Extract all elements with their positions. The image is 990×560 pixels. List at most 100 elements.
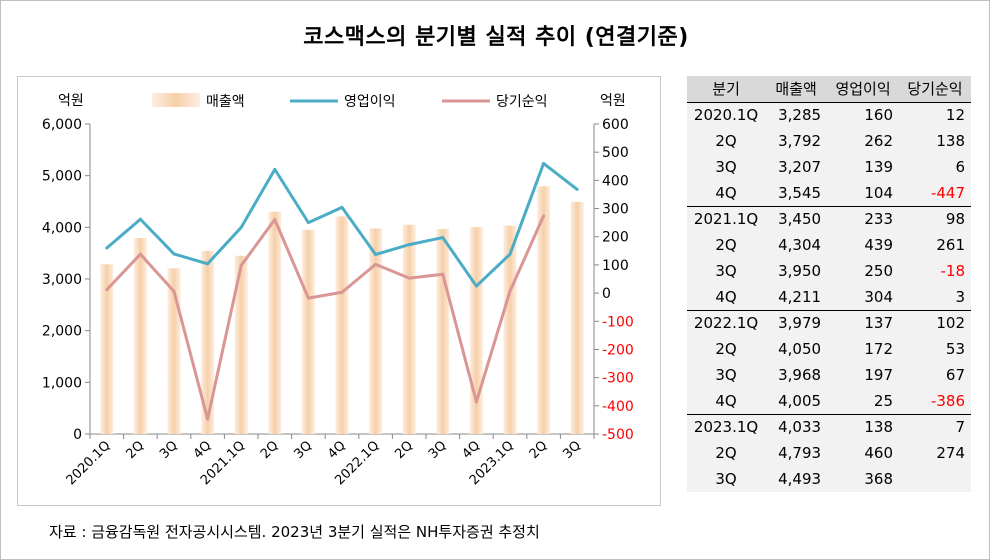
cell-quarter: 2Q — [687, 440, 766, 466]
cell-operating: 137 — [827, 309, 900, 336]
legend-label-sales: 매출액 — [206, 94, 245, 110]
net-income-point — [474, 400, 478, 404]
net-income-point — [172, 289, 176, 293]
operating-profit-point — [138, 217, 142, 221]
table-row: 2020.1Q 3,285 160 12 — [687, 102, 971, 128]
cell-operating: 439 — [827, 232, 900, 258]
cell-net: 261 — [899, 232, 971, 258]
cell-sales: 3,950 — [765, 258, 828, 284]
cell-net: 98 — [899, 205, 971, 232]
table-row: 3Q 3,950 250 -18 — [687, 258, 971, 284]
cell-quarter: 4Q — [687, 284, 766, 310]
net-income-point — [138, 252, 142, 256]
operating-profit-point — [306, 221, 310, 225]
sales-bar — [133, 238, 147, 434]
cell-operating: 304 — [827, 284, 900, 310]
legend-swatch-sales — [152, 93, 200, 107]
cell-operating: 172 — [827, 336, 900, 362]
left-tick-label: 6,000 — [42, 117, 82, 133]
sales-bar — [335, 216, 349, 434]
sales-bar — [537, 186, 551, 434]
cell-operating: 197 — [827, 362, 900, 388]
operating-profit-point — [542, 161, 546, 165]
cell-quarter: 2Q — [687, 232, 766, 258]
operating-profit-point — [474, 284, 478, 288]
cell-operating: 25 — [827, 388, 900, 414]
col-header-quarter: 분기 — [687, 76, 766, 103]
table-row: 2023.1Q 4,033 138 7 — [687, 413, 971, 440]
sales-bar — [201, 250, 215, 434]
cell-sales: 3,968 — [765, 362, 828, 388]
table-row: 4Q 3,545 104 -447 — [687, 180, 971, 206]
sales-bar — [167, 268, 181, 434]
cell-net: 3 — [899, 284, 971, 310]
operating-profit-point — [206, 262, 210, 266]
cell-quarter: 2021.1Q — [687, 205, 766, 232]
x-tick-label: 3Q — [560, 438, 584, 462]
cell-sales: 4,033 — [765, 413, 828, 440]
operating-profit-point — [172, 252, 176, 256]
net-income-point — [374, 262, 378, 266]
cell-quarter: 2023.1Q — [687, 413, 766, 440]
cell-quarter: 2Q — [687, 128, 766, 154]
cell-sales: 4,005 — [765, 388, 828, 414]
table-row: 2021.1Q 3,450 233 98 — [687, 205, 971, 232]
net-income-point — [542, 214, 546, 218]
cell-sales: 4,793 — [765, 440, 828, 466]
left-tick-label: 5,000 — [42, 169, 82, 185]
net-income-point — [340, 290, 344, 294]
cell-operating: 138 — [827, 413, 900, 440]
cell-quarter: 2022.1Q — [687, 309, 766, 336]
net-income-point — [239, 263, 243, 267]
table-row: 3Q 3,968 197 67 — [687, 362, 971, 388]
cell-sales: 3,207 — [765, 154, 828, 180]
right-axis-unit: 억원 — [600, 93, 626, 109]
cell-quarter: 3Q — [687, 154, 766, 180]
x-tick-label: 3Q — [157, 438, 181, 462]
net-income-point — [273, 218, 277, 222]
cell-net: 53 — [899, 336, 971, 362]
col-header-sales: 매출액 — [765, 76, 828, 103]
x-tick-label: 3Q — [426, 438, 450, 462]
cell-quarter: 3Q — [687, 258, 766, 284]
col-header-net: 당기순익 — [899, 76, 971, 103]
cell-quarter: 4Q — [687, 388, 766, 414]
legend-label-operating: 영업이익 — [344, 94, 396, 110]
left-axis-unit: 억원 — [58, 93, 84, 109]
cell-net: -18 — [899, 258, 971, 284]
cell-net: 102 — [899, 309, 971, 336]
cell-sales: 3,792 — [765, 128, 828, 154]
table-row: 2Q 4,793 460 274 — [687, 440, 971, 466]
cell-sales: 3,450 — [765, 205, 828, 232]
right-tick-label: 400 — [602, 173, 629, 189]
operating-profit-point — [105, 246, 109, 250]
right-tick-label: 200 — [602, 230, 629, 246]
x-tick-label: 2Q — [392, 438, 416, 462]
left-tick-label: 0 — [73, 427, 82, 443]
results-table: 분기 매출액 영업이익 당기순익 2020.1Q 3,285 160 12 2Q 3,79… — [687, 76, 971, 492]
cell-sales: 4,304 — [765, 232, 828, 258]
cell-sales: 4,211 — [765, 284, 828, 310]
right-tick-label: -400 — [602, 399, 634, 415]
cell-net: 6 — [899, 154, 971, 180]
cell-net: -447 — [899, 180, 971, 206]
left-tick-label: 4,000 — [42, 220, 82, 236]
right-tick-label: 300 — [602, 202, 629, 218]
right-tick-label: -200 — [602, 342, 634, 358]
right-tick-label: -300 — [602, 371, 634, 387]
x-tick-label: 2Q — [527, 438, 551, 462]
sales-bar — [570, 201, 584, 434]
operating-profit-point — [508, 252, 512, 256]
net-income-line — [105, 215, 545, 421]
left-tick-label: 1,000 — [42, 375, 82, 391]
cell-sales: 3,285 — [765, 102, 828, 128]
cell-operating: 104 — [827, 180, 900, 206]
cell-net: 274 — [899, 440, 971, 466]
cell-sales: 3,545 — [765, 180, 828, 206]
net-income-point — [407, 276, 411, 280]
operating-profit-point — [575, 187, 579, 191]
sales-bar — [301, 229, 315, 434]
source-note: 자료 : 금융감독원 전자공시시스템. 2023년 3분기 실적은 NH투자증권… — [49, 523, 540, 541]
cell-sales: 4,050 — [765, 336, 828, 362]
